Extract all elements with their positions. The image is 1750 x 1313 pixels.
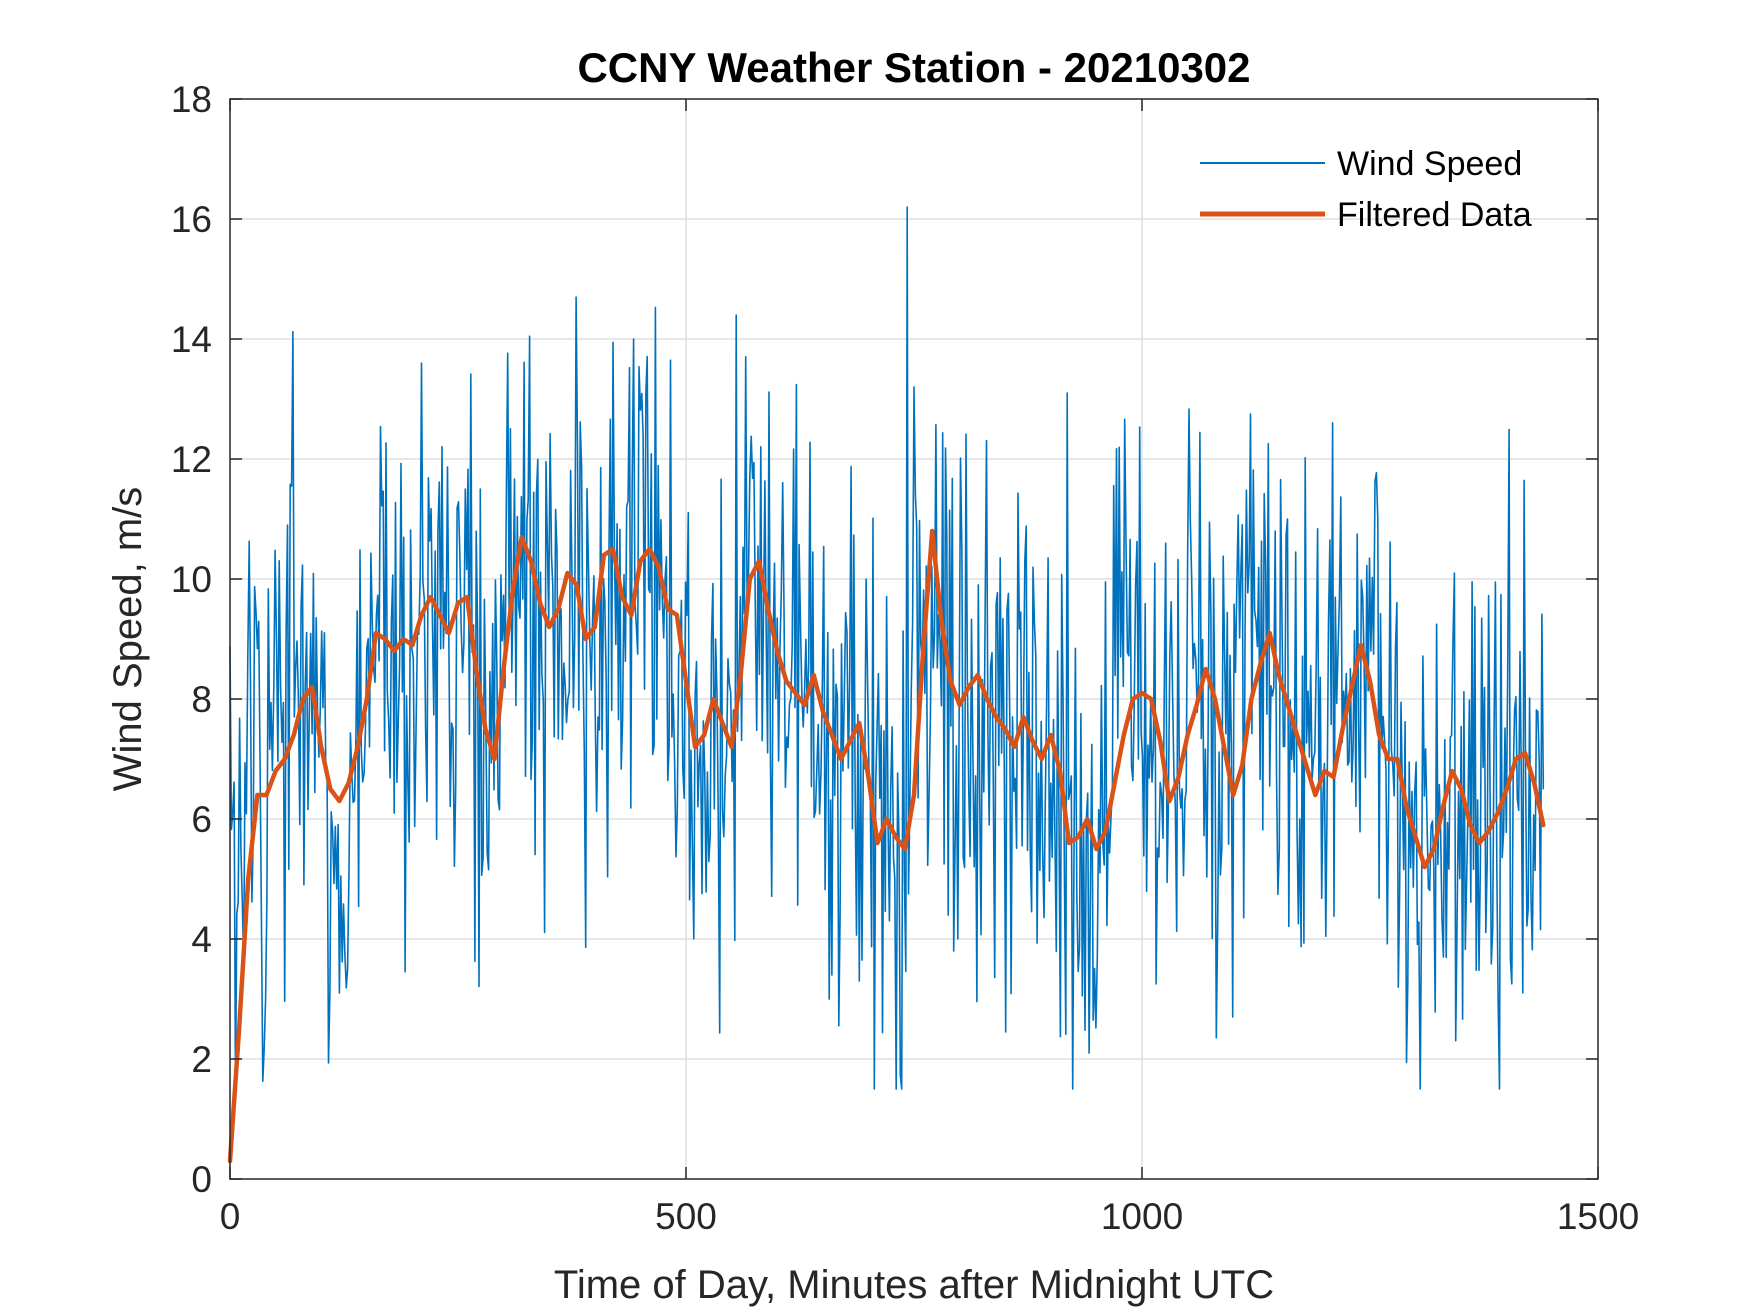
- series-layer: [227, 206, 1546, 1164]
- x-tick-label: 1000: [1101, 1196, 1183, 1237]
- y-tick-label: 14: [171, 319, 212, 360]
- y-tick-label: 12: [171, 439, 212, 480]
- y-tick-label: 0: [191, 1159, 212, 1200]
- y-tick-label: 18: [171, 79, 212, 120]
- plot-frame: [229, 98, 1599, 1180]
- y-tick-label: 6: [191, 799, 212, 840]
- x-tick-label: 500: [655, 1196, 717, 1237]
- series-wind-speed-line: [229, 206, 1545, 1090]
- x-axis-label: Time of Day, Minutes after Midnight UTC: [554, 1263, 1274, 1307]
- legend: Wind Speed Filtered Data: [1200, 145, 1532, 234]
- y-tick-label: 16: [171, 199, 212, 240]
- y-axis-label: Wind Speed, m/s: [106, 487, 150, 792]
- y-tick-label: 10: [171, 559, 212, 600]
- chart-title: CCNY Weather Station - 20210302: [577, 44, 1250, 91]
- series-filtered-data-line: [227, 528, 1546, 1164]
- y-tick-label: 2: [191, 1039, 212, 1080]
- y-tick-label: 4: [191, 919, 212, 960]
- x-tick-label: 0: [220, 1196, 241, 1237]
- x-tick-label: 1500: [1557, 1196, 1639, 1237]
- legend-label-wind-speed: Wind Speed: [1337, 145, 1522, 183]
- y-tick-label: 8: [191, 679, 212, 720]
- ticks: 0 500 1000 1500 0 2 4 6 8 10 12 14 16 18: [171, 79, 1639, 1237]
- legend-label-filtered-data: Filtered Data: [1337, 196, 1532, 234]
